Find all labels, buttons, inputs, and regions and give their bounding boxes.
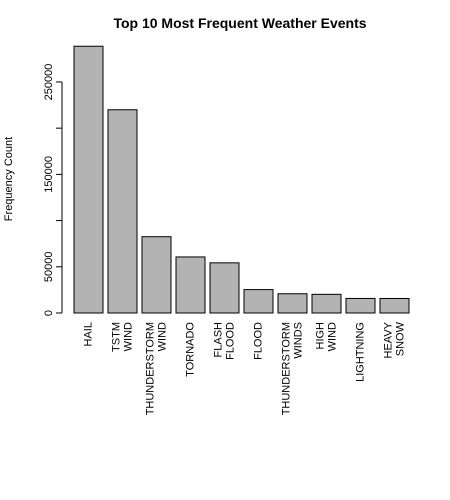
y-axis: 0 50000 150000 250000: [43, 64, 63, 316]
bar: [277, 293, 308, 314]
y-tick-label: 0: [43, 310, 55, 316]
x-category-label: HAIL: [82, 322, 94, 346]
x-category-label: TSTM: [110, 322, 122, 352]
x-category-label: WIND: [156, 322, 168, 351]
x-category-label: WINDS: [292, 322, 304, 359]
x-category-label: FLOOD: [224, 322, 236, 360]
x-category-label: FLASH: [212, 322, 224, 358]
y-tick-label: 150000: [43, 156, 55, 193]
bar: [107, 109, 138, 314]
bar: [209, 262, 240, 314]
y-axis-label: Frequency Count: [3, 137, 15, 221]
x-labels: HAIL TSTM WIND THUNDERSTORM WIND TORNADO FLASH…: [82, 321, 406, 415]
x-category-label: HEAVY: [382, 321, 394, 358]
x-category-label: WIND: [122, 322, 134, 351]
x-category-label: WIND: [326, 322, 338, 351]
bar: [379, 297, 410, 314]
x-category-label: SNOW: [394, 321, 406, 356]
x-category-label: LIGHTNING: [354, 322, 366, 382]
x-category-label: TORNADO: [184, 322, 196, 377]
bar: [243, 289, 274, 314]
bar: [141, 236, 172, 314]
bar: [73, 45, 104, 314]
bars-group: [73, 45, 410, 314]
y-tick-label: 250000: [43, 64, 55, 101]
bar: [345, 297, 376, 314]
bar: [175, 256, 206, 314]
chart-title: Top 10 Most Frequent Weather Events: [113, 15, 366, 31]
x-category-label: THUNDERSTORM: [144, 322, 156, 415]
y-tick-label: 50000: [43, 251, 55, 282]
x-category-label: FLOOD: [252, 322, 264, 360]
bar: [311, 293, 342, 314]
x-category-label: THUNDERSTORM: [280, 322, 292, 415]
x-category-label: HIGH: [314, 322, 326, 350]
